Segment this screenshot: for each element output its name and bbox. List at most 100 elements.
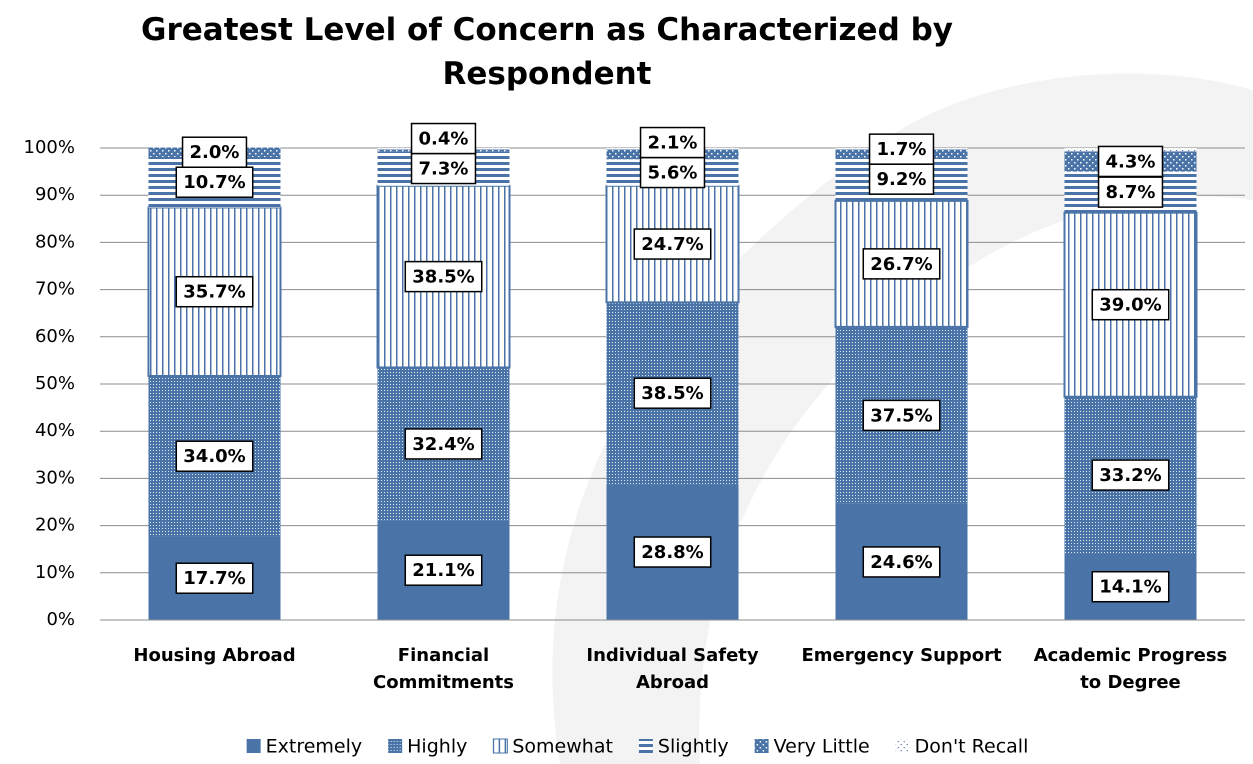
data-label: 2.0%: [181, 136, 248, 168]
data-label-text: 26.7%: [870, 254, 932, 275]
data-label-box: [175, 275, 254, 308]
data-label-text: 35.7%: [183, 282, 245, 303]
data-label-text: 17.7%: [183, 568, 245, 589]
y-tick-label: 10%: [35, 562, 75, 583]
data-label-text: 37.5%: [870, 405, 932, 426]
data-label-box: [1091, 288, 1170, 321]
data-label-box: [1091, 570, 1170, 603]
data-label-box: [404, 260, 483, 293]
y-tick-label: 50%: [35, 373, 75, 394]
data-label: 24.7%: [633, 228, 712, 260]
legend-swatch: [246, 739, 261, 753]
data-label-text: 0.4%: [419, 129, 469, 150]
data-label: 38.5%: [404, 260, 483, 293]
data-label-text: 21.1%: [412, 560, 474, 581]
data-label-text: 8.7%: [1106, 182, 1156, 203]
data-label-text: 9.2%: [877, 169, 927, 190]
y-tick-label: 70%: [35, 279, 75, 300]
data-label-box: [175, 440, 254, 472]
legend-label: Extremely: [266, 736, 363, 758]
data-label: 0.4%: [410, 122, 477, 155]
data-label-box: [175, 562, 254, 594]
data-label: 7.3%: [410, 152, 477, 185]
legend-label: Somewhat: [512, 736, 613, 758]
data-label: 32.4%: [404, 428, 483, 460]
data-label-text: 39.0%: [1099, 295, 1161, 316]
data-label-text: 38.5%: [412, 267, 474, 288]
data-label-text: 4.3%: [1106, 151, 1156, 172]
data-label-text: 38.5%: [641, 383, 703, 404]
data-label: 14.1%: [1091, 570, 1170, 603]
data-label: 21.1%: [404, 554, 483, 586]
data-label-text: 7.3%: [419, 159, 469, 180]
data-label-box: [633, 377, 712, 409]
y-tick-label: 0%: [46, 609, 75, 630]
data-label-box: [404, 428, 483, 460]
data-label: 33.2%: [1091, 459, 1170, 491]
data-label-text: 32.4%: [412, 434, 474, 455]
data-label: 35.7%: [175, 275, 254, 308]
y-tick-label: 60%: [35, 326, 75, 347]
legend-label: Very Little: [774, 736, 870, 758]
data-label: 17.7%: [175, 562, 254, 594]
data-label-box: [633, 228, 712, 260]
legend-label: Slightly: [658, 736, 729, 758]
x-tick-label: Emergency Support: [801, 645, 1002, 666]
data-label: 4.3%: [1097, 145, 1164, 178]
y-tick-label: 80%: [35, 231, 75, 252]
data-label: 5.6%: [639, 156, 706, 189]
data-label: 28.8%: [633, 536, 712, 568]
y-tick-label: 20%: [35, 515, 75, 536]
legend-swatch: [754, 739, 769, 753]
data-label: 39.0%: [1091, 288, 1170, 321]
data-label-text: 2.1%: [648, 133, 698, 154]
data-label-text: 10.7%: [183, 172, 245, 193]
data-label-box: [404, 554, 483, 586]
x-tick-label: Financial Commitments: [373, 645, 514, 693]
data-label-text: 24.6%: [870, 552, 932, 573]
y-tick-label: 40%: [35, 420, 75, 441]
data-label-box: [862, 248, 941, 280]
x-tick-label: Individual Safety Abroad: [586, 645, 759, 693]
data-label-text: 5.6%: [648, 163, 698, 184]
x-tick-label: Academic Progress to Degree: [1033, 645, 1228, 693]
legend-label: Highly: [407, 736, 467, 758]
data-label-box: [1091, 459, 1170, 491]
data-label-text: 34.0%: [183, 446, 245, 467]
data-label-box: [639, 126, 706, 159]
data-label-box: [175, 166, 254, 198]
legend-swatch: [895, 739, 910, 753]
data-label: 1.7%: [868, 133, 935, 165]
chart-title: Greatest Level of Concern as Characteriz…: [141, 12, 953, 92]
legend-swatch: [638, 739, 653, 753]
data-label-text: 1.7%: [877, 139, 927, 160]
data-label-box: [181, 136, 248, 168]
data-label: 38.5%: [633, 377, 712, 409]
data-label: 8.7%: [1097, 176, 1164, 208]
data-label-text: 14.1%: [1099, 577, 1161, 598]
legend-swatch: [388, 739, 403, 753]
legend: Extremely Highly Somewhat Slightly Very Litt…: [246, 736, 1029, 758]
data-label-text: 24.7%: [641, 234, 703, 255]
data-label-box: [410, 122, 477, 155]
legend-label: Don't Recall: [915, 736, 1029, 758]
data-label: 34.0%: [175, 440, 254, 472]
data-label-text: 28.8%: [641, 542, 703, 563]
y-tick-label: 30%: [35, 467, 75, 488]
data-label-box: [633, 536, 712, 568]
data-label: 37.5%: [862, 399, 941, 432]
data-label: 26.7%: [862, 248, 941, 280]
y-tick-label: 100%: [24, 137, 75, 158]
data-label: 2.1%: [639, 126, 706, 159]
legend-swatch: [492, 738, 508, 754]
data-label: 24.6%: [862, 546, 941, 578]
data-label-box: [1097, 145, 1164, 178]
data-label-box: [868, 133, 935, 165]
data-label-box: [862, 546, 941, 578]
data-label-text: 33.2%: [1099, 465, 1161, 486]
data-label: 10.7%: [175, 166, 254, 198]
data-label: 9.2%: [868, 163, 935, 195]
data-label-box: [862, 399, 941, 432]
